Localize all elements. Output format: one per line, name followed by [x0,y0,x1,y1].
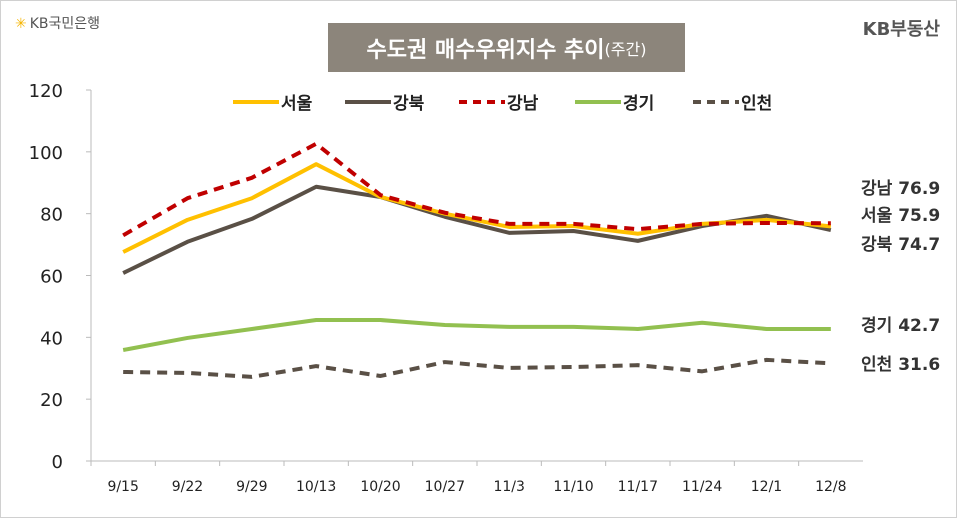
end-label: 경기 42.7 [861,316,940,336]
kb-star-icon: ✳ [15,16,27,32]
y-tick-label: 40 [40,328,63,349]
x-tick-label: 10/27 [425,479,465,495]
x-tick-label: 11/24 [682,479,722,495]
y-tick-label: 20 [40,390,63,411]
legend-label: 강북 [393,94,425,114]
end-label: 강북 74.7 [861,235,940,255]
title-subtitle: (주간) [604,39,647,59]
series-line-강남 [122,141,831,238]
x-tick-label: 11/17 [618,479,658,495]
x-tick-label: 11/10 [553,479,593,495]
x-tick-label: 10/13 [296,479,336,495]
kb-bank-logo: ✳ KB국민은행 [15,13,100,33]
end-label: 강남 76.9 [861,179,940,199]
x-tick-label: 12/8 [815,479,846,495]
y-tick-label: 100 [29,143,63,164]
y-tick-label: 120 [29,81,63,102]
y-tick-label: 60 [40,267,63,288]
y-tick-label: 80 [40,205,63,226]
kb-bank-logo-text: KB국민은행 [29,16,101,32]
y-tick-label: 0 [52,452,63,473]
legend-label: 경기 [623,94,654,114]
x-tick-label: 9/15 [107,479,138,495]
x-tick-label: 11/3 [493,479,524,495]
x-tick-label: 12/1 [751,479,782,495]
x-tick-label: 9/29 [236,479,267,495]
x-tick-label: 10/20 [360,479,400,495]
end-label: 인천 31.6 [861,355,940,375]
title-text: 수도권 매수우위지수 추이 [366,37,605,63]
series-line-경기 [122,318,831,352]
chart-title: 수도권 매수우위지수 추이 (주간) [328,23,685,72]
kb-realestate-logo: KB부동산 [862,19,940,40]
series-line-서울 [122,162,832,254]
legend-label: 인천 [741,94,772,114]
legend-label: 강남 [507,94,539,114]
series-line-인천 [123,357,831,379]
x-tick-label: 9/22 [172,479,203,495]
legend-label: 서울 [281,94,313,114]
series-line-강북 [122,184,832,275]
end-label: 서울 75.9 [861,206,940,226]
